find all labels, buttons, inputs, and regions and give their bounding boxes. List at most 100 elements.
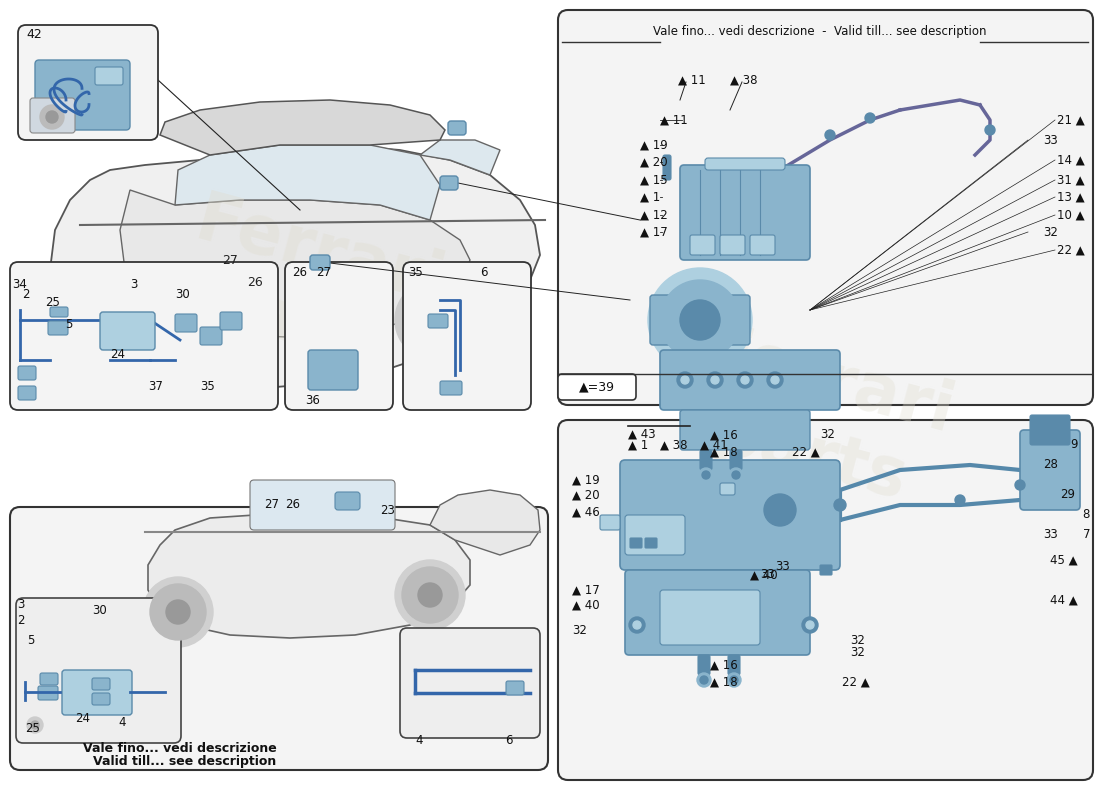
Text: 6: 6 [480,266,487,278]
Circle shape [113,303,197,387]
Polygon shape [430,490,540,555]
FancyBboxPatch shape [62,670,132,715]
Text: ▲ 43: ▲ 43 [628,427,656,441]
Circle shape [700,676,708,684]
FancyBboxPatch shape [558,10,1093,405]
Text: ▲ 38: ▲ 38 [730,74,758,86]
FancyBboxPatch shape [700,450,712,470]
Text: ▲ 11: ▲ 11 [678,74,706,86]
Circle shape [166,600,190,624]
Text: ▲ 17: ▲ 17 [640,226,668,238]
Circle shape [727,673,741,687]
Circle shape [31,721,38,729]
Text: ▲ 40: ▲ 40 [572,598,600,611]
Text: 27: 27 [264,498,279,511]
Circle shape [730,676,738,684]
FancyBboxPatch shape [18,386,36,400]
Circle shape [632,621,641,629]
FancyBboxPatch shape [100,312,155,350]
Text: 21 ▲: 21 ▲ [1057,114,1085,126]
Circle shape [707,372,723,388]
FancyBboxPatch shape [400,628,540,738]
Text: 33: 33 [1043,134,1058,146]
Circle shape [834,499,846,511]
Circle shape [681,376,689,384]
FancyBboxPatch shape [690,235,715,255]
FancyBboxPatch shape [428,314,448,328]
Circle shape [150,584,206,640]
FancyBboxPatch shape [250,480,395,530]
Text: ▲ 15: ▲ 15 [640,174,668,186]
Text: 5: 5 [28,634,34,646]
FancyBboxPatch shape [820,565,832,575]
Circle shape [802,617,818,633]
Text: 32: 32 [1043,226,1058,238]
Circle shape [865,113,874,123]
Circle shape [28,717,43,733]
Text: 33: 33 [760,569,774,582]
Text: 32: 32 [850,634,865,646]
FancyBboxPatch shape [48,321,68,335]
Text: ▲ 11: ▲ 11 [660,114,688,126]
FancyBboxPatch shape [92,678,110,690]
FancyBboxPatch shape [660,350,840,410]
Text: ▲ 16: ▲ 16 [710,429,738,442]
FancyBboxPatch shape [698,655,710,675]
FancyBboxPatch shape [1030,415,1070,445]
Circle shape [420,305,450,335]
Circle shape [395,280,475,360]
Text: 44 ▲: 44 ▲ [1050,594,1078,606]
Circle shape [825,130,835,140]
FancyBboxPatch shape [660,590,760,645]
Text: Ferrari
parts: Ferrari parts [679,318,961,522]
FancyBboxPatch shape [600,515,620,530]
Text: 4: 4 [415,734,422,746]
Text: 33: 33 [776,561,790,574]
Circle shape [711,376,719,384]
FancyBboxPatch shape [175,314,197,332]
FancyBboxPatch shape [645,538,657,548]
FancyBboxPatch shape [16,598,182,743]
Polygon shape [148,515,470,638]
Text: ▲ 19: ▲ 19 [572,474,600,486]
Circle shape [1015,480,1025,490]
Text: 9: 9 [1070,438,1078,451]
Circle shape [984,125,996,135]
Text: ▲ 46: ▲ 46 [572,506,600,518]
Circle shape [418,583,442,607]
Circle shape [702,471,710,479]
Text: 32: 32 [850,646,865,658]
Text: 31 ▲: 31 ▲ [1057,174,1085,186]
Text: ▲=39: ▲=39 [579,381,615,394]
Text: ▲ 20: ▲ 20 [572,489,600,502]
Text: 2: 2 [22,289,30,302]
Text: Ferrari
parts: Ferrari parts [168,188,451,392]
Text: 10 ▲: 10 ▲ [1057,209,1085,222]
Text: ▲ 12: ▲ 12 [640,209,668,222]
Text: 25: 25 [25,722,40,734]
Circle shape [680,300,720,340]
Text: 30: 30 [175,289,189,302]
Circle shape [46,111,58,123]
Circle shape [660,280,740,360]
Circle shape [121,311,189,379]
FancyBboxPatch shape [92,693,110,705]
Text: 22 ▲: 22 ▲ [1057,243,1085,257]
FancyBboxPatch shape [220,312,242,330]
Text: 45 ▲: 45 ▲ [1050,554,1078,566]
FancyBboxPatch shape [625,515,685,555]
FancyBboxPatch shape [336,492,360,510]
Text: 26: 26 [248,275,263,289]
FancyBboxPatch shape [625,570,810,655]
Text: 27: 27 [222,254,238,266]
Text: 4: 4 [118,715,125,729]
Text: 3: 3 [16,598,24,611]
Circle shape [771,376,779,384]
Circle shape [40,105,64,129]
Circle shape [140,330,170,360]
FancyBboxPatch shape [1020,430,1080,510]
Text: Vale fino... vedi descrizione  -  Valid till... see description: Vale fino... vedi descrizione - Valid ti… [653,26,987,38]
FancyBboxPatch shape [680,410,810,450]
Text: 42: 42 [26,29,42,42]
FancyBboxPatch shape [705,158,785,170]
